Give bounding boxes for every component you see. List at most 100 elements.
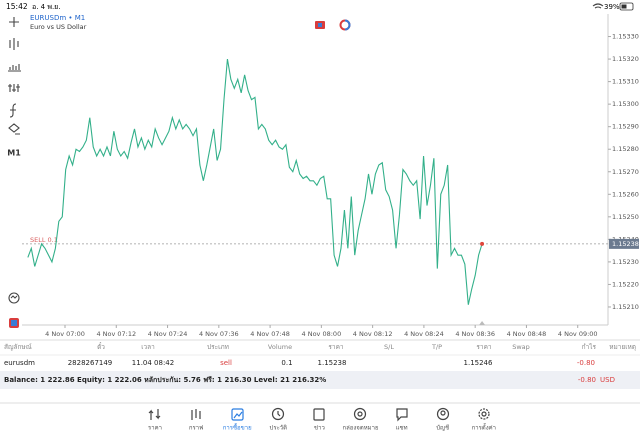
tab-icon-trade	[231, 408, 244, 421]
wifi-icon	[592, 3, 604, 9]
battery-text: 39%	[604, 3, 620, 11]
oneclick-icon	[11, 320, 17, 326]
tab-label[interactable]: ข่าว	[314, 425, 325, 432]
current-time-marker	[479, 321, 486, 325]
current-price-label: 1.15238	[612, 240, 639, 248]
tab-icon-settings	[478, 408, 490, 420]
function-button[interactable]	[9, 103, 17, 118]
zoom-button[interactable]	[8, 292, 20, 304]
column-header[interactable]: กำไร	[582, 343, 597, 351]
cell-type: sell	[220, 359, 232, 367]
y-tick-label: 1.15300	[612, 100, 639, 108]
y-tick-label: 1.15220	[612, 280, 639, 288]
tab-label[interactable]: ประวัติ	[270, 425, 288, 432]
x-tick-label: 4 Nov 08:00	[302, 330, 342, 338]
order-line-label: SELL 0.1	[30, 236, 58, 244]
timeframe-button[interactable]: M1	[7, 149, 21, 158]
tabbar	[148, 407, 490, 422]
tab-icon-mail-at	[357, 411, 363, 417]
tab-icon-account	[436, 407, 450, 421]
column-header[interactable]: Swap	[512, 343, 530, 351]
summary-profit: -0.80	[578, 376, 596, 384]
indicators-button[interactable]	[8, 84, 20, 92]
cell-symbol: eurusdm	[4, 359, 35, 367]
cell-ticket: 2828267149	[68, 359, 113, 367]
objects-button[interactable]	[8, 123, 20, 135]
current-price-tag	[609, 238, 639, 249]
column-header[interactable]: T/P	[431, 343, 442, 351]
cell-open-price: 1.15238	[318, 359, 347, 367]
tab-icon-settings-core	[481, 411, 487, 417]
x-tick-label: 4 Nov 07:24	[148, 330, 188, 338]
cell-volume: 0.1	[281, 359, 292, 367]
y-tick-label: 1.15310	[612, 78, 639, 86]
table-header: สัญลักษณ์ ตั๋ว เวลา ประเภท Volume ราคา S/L T/P ร…	[4, 342, 636, 351]
summary-bar	[0, 371, 640, 389]
chart-symbol: EURUSDm • M1	[30, 14, 85, 22]
x-tick-label: 4 Nov 07:00	[45, 330, 85, 338]
tab-icon-trade-line	[233, 411, 243, 419]
tab-icon-history	[271, 407, 285, 421]
summary-currency: USD	[600, 376, 615, 384]
tab-label[interactable]: การซื้อขาย	[223, 422, 252, 432]
y-tick-label: 1.15280	[612, 145, 639, 153]
tab-label[interactable]: การตั้งค่า	[472, 422, 496, 432]
tab-label[interactable]: บัญชี	[436, 424, 449, 432]
status-date: อ. 4 พ.ย.	[32, 3, 61, 11]
chart-type-button[interactable]	[9, 38, 19, 50]
cell-time: 11.04 08:42	[132, 359, 174, 367]
column-header[interactable]: เวลา	[141, 343, 155, 351]
column-header[interactable]: ราคา	[476, 343, 491, 351]
status-time: 15:42	[6, 2, 28, 11]
summary-text: Balance: 1 222.86 Equity: 1 222.06 หลักป…	[4, 376, 326, 384]
trade-icon	[318, 23, 322, 27]
column-header[interactable]: ราคา	[328, 343, 343, 351]
x-tick-label: 4 Nov 08:12	[353, 330, 393, 338]
plot: 1.15330 1.15320 1.15310 1.15300 1.15290 1.152…	[22, 14, 639, 338]
signal-icon	[344, 19, 351, 31]
left-toolbar: M1	[7, 17, 21, 328]
tab-label[interactable]: ราคา	[148, 425, 162, 432]
volume-button[interactable]	[8, 64, 21, 72]
column-header[interactable]: Volume	[268, 343, 292, 351]
battery-icon	[619, 2, 634, 11]
x-tick-label: 4 Nov 07:36	[199, 330, 239, 338]
column-header[interactable]: ประเภท	[207, 343, 229, 351]
y-tick-label: 1.15210	[612, 303, 639, 311]
column-header[interactable]: หมายเหตุ	[609, 343, 636, 351]
x-tick-label: 4 Nov 07:48	[250, 330, 290, 338]
cell-current-price: 1.15246	[464, 359, 493, 367]
column-header[interactable]: S/L	[384, 343, 394, 351]
crosshair-button[interactable]	[9, 17, 19, 27]
tab-icon-mail	[353, 407, 367, 421]
tab-icon-history-hands	[277, 411, 281, 417]
tab-icon-news	[313, 408, 325, 421]
tab-label[interactable]: กล่องจดหมาย	[342, 425, 378, 432]
tab-icon-chat	[396, 408, 408, 422]
column-header[interactable]: ตั๋ว	[97, 342, 105, 351]
column-header[interactable]: สัญลักษณ์	[4, 343, 32, 351]
tab-icon-chart	[191, 409, 201, 420]
tab-label[interactable]: กราฟ	[189, 425, 203, 432]
x-tick-label: 4 Nov 08:24	[404, 330, 444, 338]
y-tick-label: 1.15290	[612, 123, 639, 131]
tab-label[interactable]: แชท	[396, 425, 408, 432]
price-line	[27, 58, 483, 305]
y-tick-label: 1.15330	[612, 33, 639, 41]
zoom-icon	[10, 295, 18, 299]
y-tick-label: 1.15250	[612, 213, 639, 221]
tab-labels: ราคา กราฟ การซื้อขาย ประวัติ ข่าว กล่องจดหมาย…	[148, 422, 496, 432]
tab-icon-quotes	[148, 409, 161, 420]
x-tick-label: 4 Nov 07:12	[96, 330, 136, 338]
y-tick-label: 1.15270	[612, 168, 639, 176]
chart-description: Euro vs US Dollar	[30, 23, 87, 31]
battery-level	[621, 4, 627, 9]
x-tick-label: 4 Nov 08:36	[455, 330, 495, 338]
y-tick-label: 1.15320	[612, 55, 639, 63]
cell-profit: -0.80	[577, 359, 595, 367]
last-price-dot	[480, 241, 485, 246]
y-tick-label: 1.15260	[612, 190, 639, 198]
tab-icon-account-head	[440, 410, 446, 416]
